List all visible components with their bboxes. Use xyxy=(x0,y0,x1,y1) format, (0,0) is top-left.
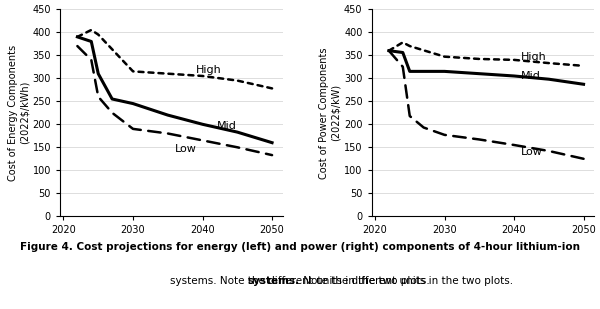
Y-axis label: Cost of Energy Components
(2022$/kWh): Cost of Energy Components (2022$/kWh) xyxy=(8,45,29,181)
Text: Mid: Mid xyxy=(217,121,236,131)
Text: Mid: Mid xyxy=(521,70,541,81)
Text: Note the different units in the two plots.: Note the different units in the two plot… xyxy=(300,276,513,286)
Text: High: High xyxy=(521,52,547,62)
Text: High: High xyxy=(196,65,221,75)
Y-axis label: Cost of Power Components
(2022$/kW): Cost of Power Components (2022$/kW) xyxy=(319,47,341,179)
Text: Low: Low xyxy=(521,147,543,157)
Text: systems.: systems. xyxy=(248,276,300,286)
Text: Figure 4. Cost projections for energy (left) and power (right) components of 4-h: Figure 4. Cost projections for energy (l… xyxy=(20,242,580,252)
Text: systems. Note the different units in the two plots.: systems. Note the different units in the… xyxy=(170,276,430,286)
Text: Low: Low xyxy=(175,144,197,154)
